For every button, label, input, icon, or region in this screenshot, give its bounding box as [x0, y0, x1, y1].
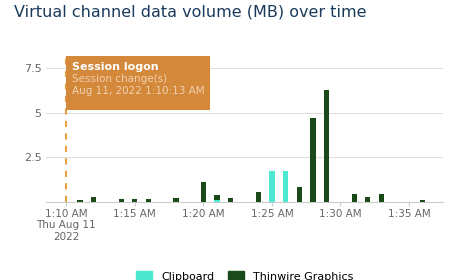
Bar: [118, 199, 124, 202]
Bar: [269, 171, 275, 202]
Bar: [310, 118, 316, 202]
Bar: [324, 90, 329, 202]
Bar: [365, 197, 371, 202]
Text: Aug 11, 2022 1:10:13 AM: Aug 11, 2022 1:10:13 AM: [72, 86, 204, 96]
Bar: [351, 193, 357, 202]
Bar: [146, 199, 151, 202]
Bar: [132, 199, 138, 202]
Bar: [214, 195, 220, 202]
Bar: [201, 182, 206, 202]
Bar: [269, 196, 275, 202]
Bar: [214, 200, 220, 202]
Bar: [77, 200, 83, 202]
Text: Session change(s): Session change(s): [72, 74, 167, 84]
Bar: [420, 200, 425, 202]
Bar: [297, 186, 302, 202]
Text: Virtual channel data volume (MB) over time: Virtual channel data volume (MB) over ti…: [14, 4, 366, 19]
Legend: Clipboard, Thinwire Graphics: Clipboard, Thinwire Graphics: [131, 267, 358, 280]
Text: Session logon: Session logon: [72, 62, 159, 72]
Bar: [283, 195, 288, 202]
Bar: [283, 171, 288, 202]
Bar: [228, 198, 234, 202]
Bar: [255, 192, 261, 202]
Bar: [91, 197, 96, 202]
Bar: [173, 199, 179, 202]
Bar: [379, 193, 384, 202]
